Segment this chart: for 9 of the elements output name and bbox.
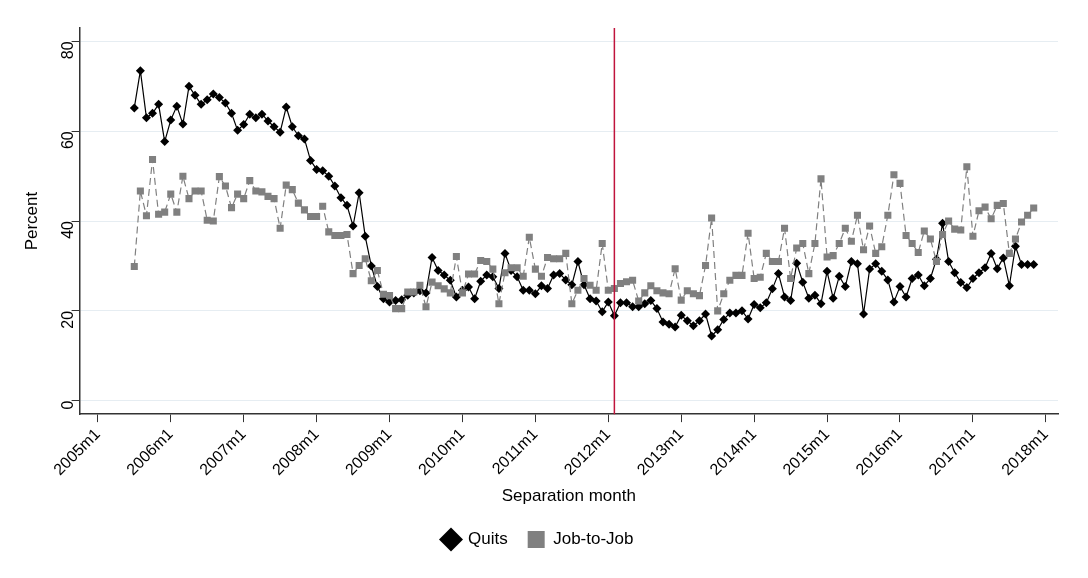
legend-label: Quits bbox=[468, 529, 508, 549]
y-tick-label: 40 bbox=[59, 220, 77, 239]
y-tick-label: 60 bbox=[59, 131, 77, 150]
y-tick-label: 80 bbox=[59, 41, 77, 60]
legend-label: Job-to-Job bbox=[553, 529, 634, 549]
y-tick-label: 20 bbox=[59, 310, 77, 329]
x-axis-title: Separation month bbox=[501, 486, 636, 506]
y-tick-label: 0 bbox=[59, 400, 77, 410]
y-axis-title: Percent bbox=[21, 191, 41, 251]
